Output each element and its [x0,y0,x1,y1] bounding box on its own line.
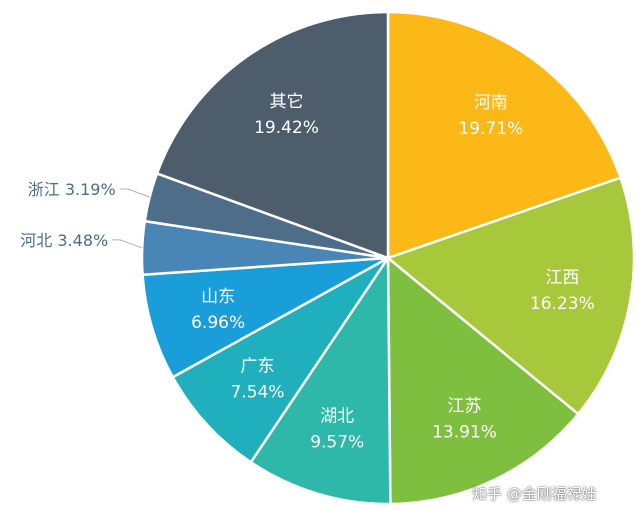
pie-slice-2 [385,176,636,416]
slice-value-label: 6.96% [191,313,245,333]
slice-value-label: 7.54% [230,383,284,403]
slice-value-label: 16.23% [530,294,595,314]
slice-value-label: 9.57% [310,433,364,453]
pie-slice-3 [386,255,580,506]
pie-slice-6 [141,256,389,379]
pie-slice-5 [171,256,390,464]
slice-outside-label: 河北 3.48% [20,231,108,250]
slice-name-label: 江苏 [448,397,482,417]
pie-slice-9 [155,10,390,260]
slice-name-label: 山东 [201,287,235,307]
slice-name-label: 其它 [270,92,304,112]
slice-value-label: 13.91% [432,423,497,443]
pie-slice-4 [249,253,392,506]
slice-value-label: 19.42% [254,118,319,138]
slice-name-label: 广东 [240,357,274,377]
slice-name-label: 河南 [474,93,508,113]
watermark: 知乎 @金刚福禄娃 [472,485,597,503]
leader-line [112,239,143,249]
slice-outside-label: 浙江 3.19% [28,180,116,199]
slice-name-label: 湖北 [320,407,354,427]
leader-line [119,188,150,198]
slice-value-label: 19.71% [458,119,523,139]
slice-name-label: 江西 [545,268,579,288]
